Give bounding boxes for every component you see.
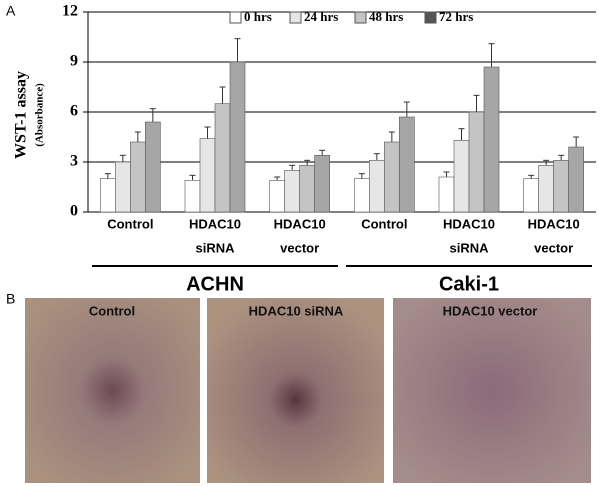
x-tick-label: Control [107,216,153,231]
bar [269,180,285,213]
bar [184,180,201,213]
legend-label: 72 hrs [439,9,473,24]
panel-label: B [6,291,15,307]
x-tick-label: HDAC10 [189,216,241,231]
image-label: HDAC10 siRNA [249,303,344,318]
bar [438,176,455,213]
micrograph [207,298,384,483]
bar [354,178,370,213]
bar [384,141,400,213]
bar [199,138,216,213]
y-tick-label: 12 [62,3,78,20]
x-tick-label: siRNA [195,240,235,255]
y-tick-label: 0 [70,203,78,220]
bar [100,178,116,213]
x-tick-label: HDAC10 [443,216,495,231]
micrograph [393,298,591,483]
bar [369,160,385,213]
x-tick-label: vector [534,240,573,255]
bar [453,140,470,213]
y-tick-label: 3 [70,153,78,170]
bar [568,146,584,213]
x-tick-label: HDAC10 [274,216,326,231]
y-axis-sublabel: (Absorbance) [34,83,46,147]
x-tick-label: HDAC10 [528,216,580,231]
group-label: Caki-1 [439,273,499,295]
bar [214,103,231,213]
image-label: HDAC10 vector [443,303,538,318]
bar [468,111,485,213]
bar [130,141,146,213]
y-tick-label: 9 [70,53,78,70]
bar [553,160,569,213]
legend-swatch [354,11,367,24]
bar [299,165,315,213]
bar [399,116,415,213]
bar [483,66,500,213]
legend-label: 0 hrs [244,9,272,24]
y-tick-label: 6 [70,103,78,120]
legend-label: 24 hrs [304,9,338,24]
y-axis-label: WST-1 assay [13,71,30,159]
legend-label: 48 hrs [369,9,403,24]
panel-label: A [6,3,16,19]
bar [284,170,300,213]
bar [115,161,131,213]
bar [145,121,161,213]
bar [314,155,330,213]
micrograph [25,298,200,483]
legend-swatch [229,11,242,24]
x-tick-label: vector [280,240,319,255]
image-label: Control [89,303,135,318]
x-tick-label: Control [361,216,407,231]
legend-swatch [424,11,437,24]
bar [523,178,539,213]
x-tick-label: siRNA [449,240,489,255]
bar [538,165,554,213]
group-label: ACHN [186,273,244,295]
legend-swatch [289,11,302,24]
bar [229,61,246,213]
